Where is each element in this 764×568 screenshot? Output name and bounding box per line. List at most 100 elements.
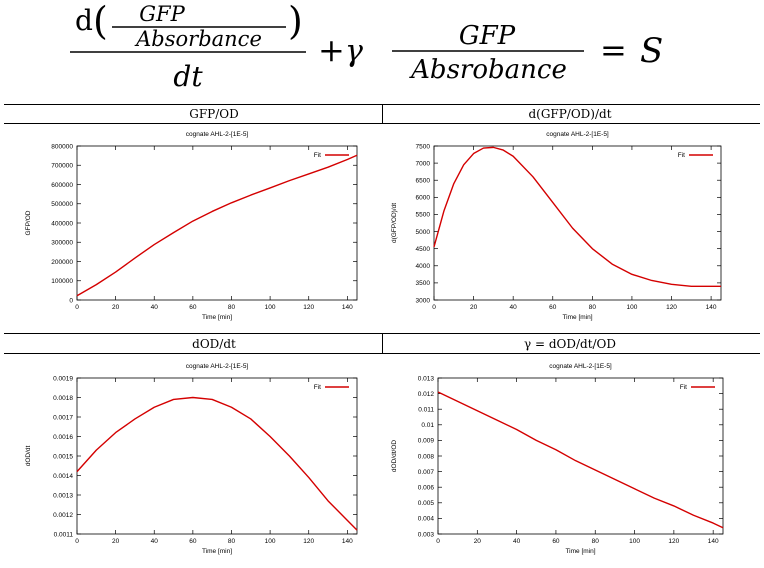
x-axis-label: Time [min] <box>202 548 232 555</box>
equation-second-bottom: Absrobance <box>409 55 567 85</box>
y-tick-label: 700000 <box>51 163 73 170</box>
x-tick-label: 0 <box>432 304 436 311</box>
x-tick-label: 140 <box>708 538 719 545</box>
plot-frame <box>433 145 722 301</box>
y-tick-label: 0 <box>69 297 73 304</box>
x-tick-label: 0 <box>75 304 79 311</box>
rule-middle-under <box>4 353 760 354</box>
x-tick-label: 0 <box>436 538 440 545</box>
rule-top-under <box>4 123 760 124</box>
y-tick-label: 100000 <box>51 278 73 285</box>
y-tick-label: 0.0015 <box>53 453 73 460</box>
y-tick-label: 800000 <box>51 143 73 150</box>
y-tick-label: 0.0013 <box>53 492 73 499</box>
y-tick-label: 0.0012 <box>53 512 73 519</box>
y-tick-label: 7000 <box>416 160 431 167</box>
x-axis-label: Time [min] <box>562 314 592 321</box>
chart-title: cognate AHL-2-[1E-5] <box>549 363 612 370</box>
y-tick-label: 3500 <box>416 280 431 287</box>
y-tick-label: 0.0014 <box>53 473 73 480</box>
y-tick-label: 0.0016 <box>53 434 73 441</box>
equation-gamma: γ <box>345 34 363 69</box>
equation-rhs: S <box>640 31 663 71</box>
column-separator-top <box>382 104 383 123</box>
x-tick-label: 100 <box>265 538 276 545</box>
x-axis-label: Time [min] <box>565 548 595 555</box>
equation-numerator-top: GFP <box>139 2 185 26</box>
plot-frame <box>437 377 724 535</box>
x-tick-label: 20 <box>474 538 482 545</box>
x-tick-label: 40 <box>151 304 159 311</box>
y-axis-label: dOD/dt/OD <box>391 440 398 472</box>
y-tick-label: 6000 <box>416 195 431 202</box>
chart-gamma: cognate AHL-2-[1E-5] 0 20 40 60 80 100 120 140 0.… <box>391 363 724 555</box>
equation: d ( GFP Absorbance ) dt + γ GFP Absroban… <box>70 0 663 93</box>
equation-close-paren: ) <box>288 0 303 43</box>
legend-label: Fit <box>314 152 321 159</box>
chart-gfp-od: cognate AHL-2-[1E-5] 0 20 40 60 80 100 120 140 0 1… <box>25 131 358 321</box>
x-tick-label: 20 <box>470 304 478 311</box>
equation-equals: = <box>600 31 627 69</box>
x-tick-label: 120 <box>668 538 679 545</box>
chart-title: cognate AHL-2-[1E-5] <box>546 131 609 138</box>
x-tick-label: 120 <box>303 538 314 545</box>
x-tick-label: 80 <box>228 304 236 311</box>
y-tick-label: 5500 <box>416 212 431 219</box>
series-line-fit <box>76 396 358 531</box>
equation-dt: dt <box>173 60 203 93</box>
x-tick-label: 60 <box>189 304 197 311</box>
legend-label: Fit <box>680 384 687 391</box>
y-tick-label: 500000 <box>51 201 73 208</box>
x-tick-label: 40 <box>151 538 159 545</box>
y-axis-label: d(GFP/OD)/dt <box>391 203 398 243</box>
header-top-right: d(GFP/OD)/dt <box>528 107 612 121</box>
y-tick-label: 0.006 <box>418 485 435 492</box>
legend-label: Fit <box>678 152 685 159</box>
y-tick-label: 600000 <box>51 182 73 189</box>
x-tick-label: 120 <box>303 304 314 311</box>
x-tick-label: 100 <box>629 538 640 545</box>
x-tick-label: 0 <box>75 538 79 545</box>
y-tick-label: 0.003 <box>418 531 435 538</box>
equation-second-top: GFP <box>459 21 516 51</box>
x-tick-label: 100 <box>265 304 276 311</box>
chart-title: cognate AHL-2-[1E-5] <box>186 131 249 138</box>
y-axis-label: GFP/OD <box>25 210 32 235</box>
x-tick-label: 40 <box>513 538 521 545</box>
y-tick-label: 5000 <box>416 229 431 236</box>
series-line-fit <box>76 154 358 297</box>
x-tick-label: 20 <box>112 304 120 311</box>
x-tick-label: 40 <box>510 304 518 311</box>
y-tick-label: 0.004 <box>418 516 435 523</box>
y-tick-label: 7500 <box>416 143 431 150</box>
y-tick-label: 0.007 <box>418 469 435 476</box>
series-line-fit <box>437 391 724 529</box>
x-tick-label: 120 <box>666 304 677 311</box>
y-tick-label: 300000 <box>51 240 73 247</box>
x-axis-label: Time [min] <box>202 314 232 321</box>
y-tick-label: 0.012 <box>418 391 435 398</box>
equation-numerator-bottom: Absorbance <box>134 27 262 51</box>
column-separator-bottom <box>382 333 383 353</box>
y-tick-label: 0.0011 <box>54 531 74 538</box>
header-bottom-left: dOD/dt <box>192 337 236 351</box>
y-tick-label: 3000 <box>416 297 431 304</box>
x-tick-label: 80 <box>589 304 597 311</box>
chart-dgfp-od-dt: cognate AHL-2-[1E-5] 0 20 40 60 80 100 120 140 30… <box>391 131 722 321</box>
x-tick-label: 20 <box>112 538 120 545</box>
y-tick-label: 0.0017 <box>53 414 73 421</box>
y-axis-label: dOD/dt <box>25 446 32 467</box>
equation-d: d <box>75 4 93 37</box>
y-tick-label: 0.0018 <box>53 395 73 402</box>
chart-title: cognate AHL-2-[1E-5] <box>186 363 249 370</box>
x-tick-label: 60 <box>549 304 557 311</box>
y-tick-label: 200000 <box>51 259 73 266</box>
chart-dod-dt: cognate AHL-2-[1E-5] 0 20 40 60 80 100 120 140 0.… <box>25 363 358 555</box>
x-tick-label: 140 <box>342 538 353 545</box>
y-tick-label: 0.0019 <box>53 375 73 382</box>
plot-frame <box>76 145 358 301</box>
y-tick-label: 4500 <box>416 246 431 253</box>
y-tick-label: 6500 <box>416 178 431 185</box>
x-tick-label: 100 <box>627 304 638 311</box>
x-tick-label: 80 <box>592 538 600 545</box>
